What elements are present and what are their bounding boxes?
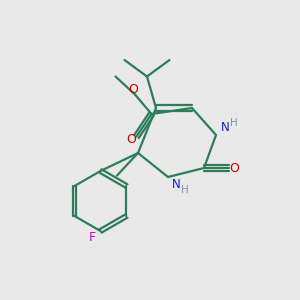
Text: N: N <box>220 121 230 134</box>
Text: F: F <box>88 231 96 244</box>
Text: O: O <box>230 161 239 175</box>
Text: N: N <box>172 178 181 191</box>
Text: H: H <box>181 184 189 195</box>
Text: H: H <box>230 118 237 128</box>
Text: O: O <box>129 82 138 96</box>
Text: O: O <box>126 133 136 146</box>
